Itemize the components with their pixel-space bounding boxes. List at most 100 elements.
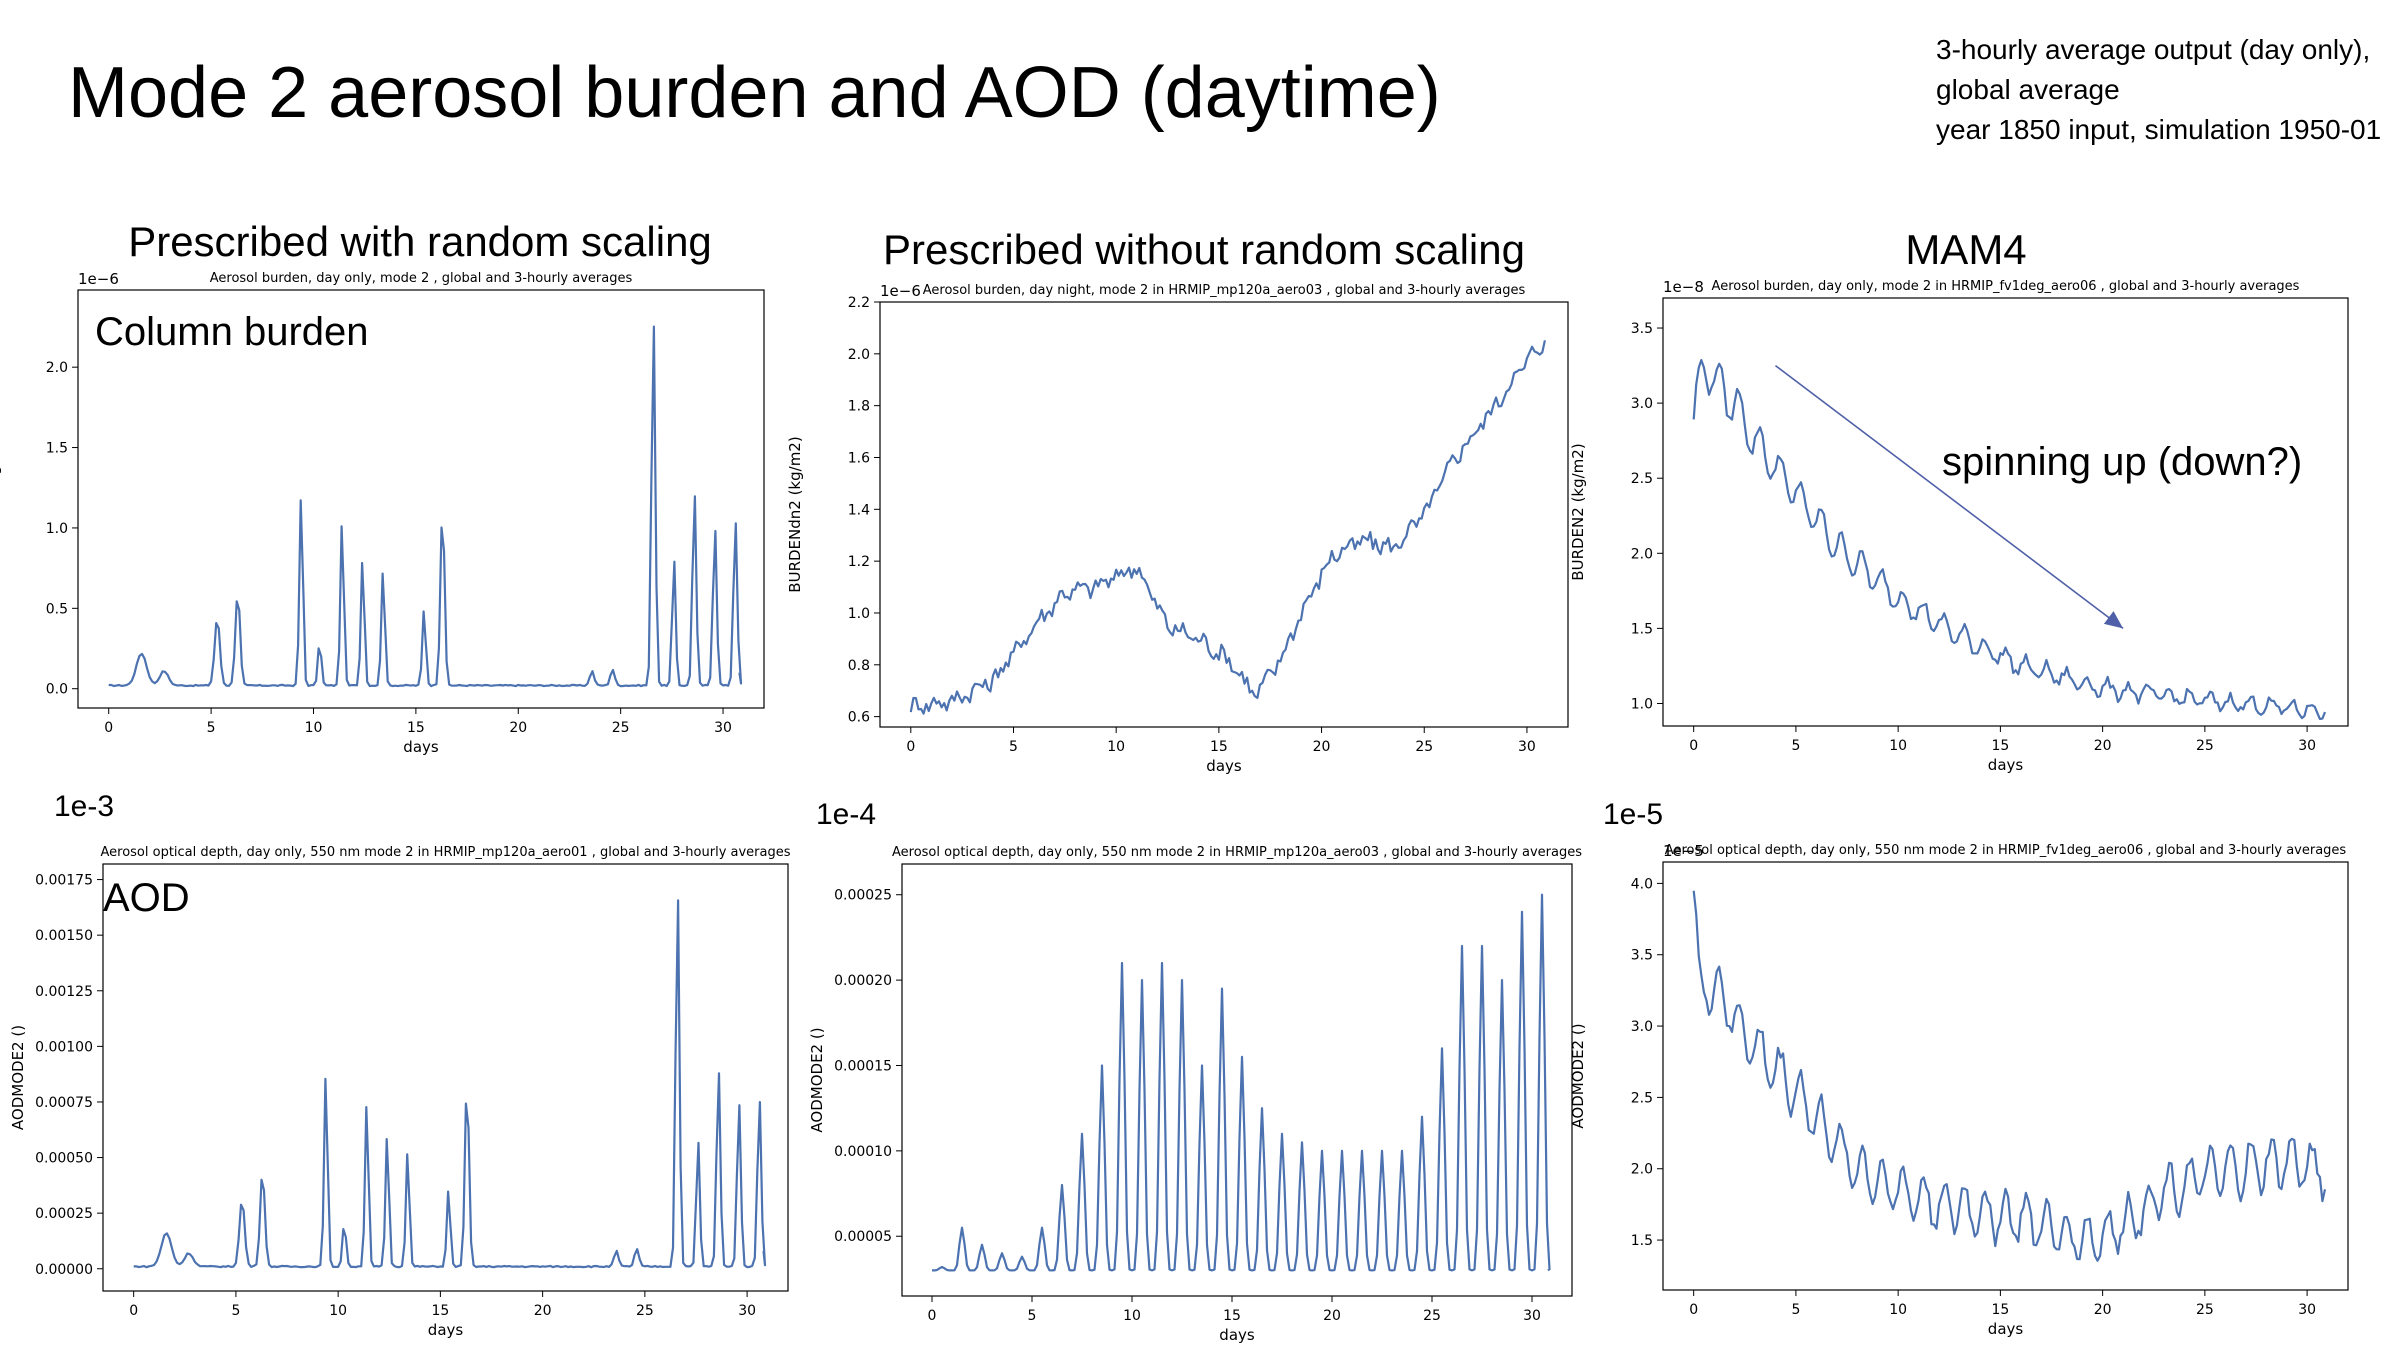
column-header-mam4: MAM4: [1905, 226, 2027, 273]
chart-title: Aerosol optical depth, day only, 550 nm …: [100, 845, 790, 860]
y-tick-label: 2.0: [1631, 1162, 1653, 1178]
y-tick-label: 1.6: [848, 450, 870, 466]
x-tick-label: 15: [1210, 739, 1228, 755]
y-tick-label: 3.0: [1631, 1019, 1653, 1035]
x-tick-label: 30: [2298, 738, 2316, 754]
x-tick-label: 30: [1523, 1308, 1541, 1324]
arrow-annotation-label: spinning up (down?): [1942, 440, 2303, 484]
y-tick-label: 0.00150: [35, 928, 93, 944]
x-tick-label: 0: [906, 739, 915, 755]
x-tick-label: 25: [636, 1303, 654, 1319]
y-tick-label: 1.8: [848, 399, 870, 415]
x-tick-label: 10: [1889, 738, 1907, 754]
y-tick-label: 1.5: [1631, 621, 1653, 637]
x-tick-label: 0: [129, 1303, 138, 1319]
x-tick-label: 0: [1689, 738, 1698, 754]
y-tick-label: 0.00050: [35, 1151, 93, 1167]
y-tick-label: 0.8: [848, 658, 870, 674]
x-axis-label: days: [403, 738, 439, 756]
x-tick-label: 10: [329, 1303, 347, 1319]
row-label-aod: AOD: [103, 876, 190, 920]
y-tick-label: 2.2: [848, 295, 870, 311]
y-tick-label: 0.0: [46, 682, 68, 698]
x-tick-label: 25: [1415, 739, 1433, 755]
x-tick-label: 10: [1107, 739, 1125, 755]
x-tick-label: 15: [1991, 738, 2009, 754]
y-tick-label: 0.6: [848, 710, 870, 726]
y-axis-label: AODMODE2 (): [1569, 1023, 1587, 1128]
y-tick-label: 1.0: [46, 521, 68, 537]
y-tick-label: 0.00125: [35, 984, 93, 1000]
x-tick-label: 5: [1791, 738, 1800, 754]
y-tick-label: 0.00000: [35, 1262, 93, 1278]
plot-frame: [1662, 861, 2349, 1291]
x-tick-label: 25: [1423, 1308, 1441, 1324]
scale-label-aod-no-random: 1e-4: [816, 798, 877, 831]
x-tick-label: 15: [407, 720, 425, 736]
chart-aod-random: Aerosol optical depth, day only, 550 nm …: [9, 845, 791, 1339]
x-tick-label: 30: [1518, 739, 1536, 755]
plot-frame: [1662, 297, 2349, 727]
x-tick-label: 30: [2298, 1302, 2316, 1318]
plot-frame: [879, 301, 1569, 728]
x-tick-label: 15: [1223, 1308, 1241, 1324]
column-header-random-scaling: Prescribed with random scaling: [128, 218, 712, 265]
x-axis-label: days: [1988, 1320, 2024, 1338]
chart-aod-mam4: Aerosol optical depth, day only, 550 nm …: [1569, 842, 2349, 1338]
x-tick-label: 10: [1889, 1302, 1907, 1318]
y-tick-label: 2.5: [1631, 1090, 1653, 1106]
x-tick-label: 20: [534, 1303, 552, 1319]
y-axis-label: BURDEN2 (kg/m2): [0, 430, 2, 567]
x-tick-label: 25: [2196, 1302, 2214, 1318]
y-tick-label: 2.0: [46, 360, 68, 376]
x-tick-label: 30: [714, 720, 732, 736]
series-line: [108, 325, 743, 688]
plot-frame: [901, 863, 1573, 1297]
axis-offset-label: 1e−6: [78, 270, 119, 288]
y-axis-label: AODMODE2 (): [9, 1025, 27, 1130]
x-tick-label: 5: [1028, 1308, 1037, 1324]
y-tick-label: 0.00100: [35, 1039, 93, 1055]
x-tick-label: 5: [1791, 1302, 1800, 1318]
note-line-2: global average: [1936, 74, 2120, 105]
y-tick-label: 1.0: [848, 606, 870, 622]
trend-arrow-head: [2103, 611, 2124, 629]
plot-frame: [102, 863, 789, 1292]
axis-offset-label: 1e−5: [1663, 842, 1704, 860]
series-line: [909, 340, 1546, 715]
x-tick-label: 20: [1323, 1308, 1341, 1324]
column-header-no-random-scaling: Prescribed without random scaling: [883, 226, 1525, 273]
x-tick-label: 0: [104, 720, 113, 736]
x-tick-label: 20: [1313, 739, 1331, 755]
note-line-3: year 1850 input, simulation 1950-01: [1936, 114, 2382, 145]
x-tick-label: 15: [1991, 1302, 2009, 1318]
y-tick-label: 1.2: [848, 554, 870, 570]
y-tick-label: 0.00025: [834, 888, 892, 904]
x-tick-label: 20: [2094, 738, 2112, 754]
x-axis-label: days: [1206, 757, 1242, 775]
slide-title: Mode 2 aerosol burden and AOD (daytime): [68, 53, 1441, 133]
x-tick-label: 25: [612, 720, 630, 736]
y-tick-label: 1.5: [46, 441, 68, 457]
scale-label-aod-mam4: 1e-5: [1603, 798, 1664, 831]
x-tick-label: 20: [509, 720, 527, 736]
y-tick-label: 1.4: [848, 502, 870, 518]
y-tick-label: 0.00015: [834, 1058, 892, 1074]
x-tick-label: 5: [1009, 739, 1018, 755]
y-tick-label: 4.0: [1631, 876, 1653, 892]
y-axis-label: AODMODE2 (): [808, 1027, 826, 1132]
note-line-1: 3-hourly average output (day only),: [1936, 34, 2371, 65]
x-tick-label: 15: [431, 1303, 449, 1319]
y-axis-label: BURDENdn2 (kg/m2): [786, 436, 804, 592]
y-tick-label: 3.5: [1631, 321, 1653, 337]
chart-title: Aerosol optical depth, day only, 550 nm …: [1665, 843, 2347, 858]
x-tick-label: 10: [305, 720, 323, 736]
y-tick-label: 2.0: [848, 347, 870, 363]
simulation-note: 3-hourly average output (day only), glob…: [1936, 30, 2381, 150]
y-axis-label: BURDEN2 (kg/m2): [1569, 443, 1587, 580]
series-line: [1692, 890, 2327, 1262]
x-tick-label: 0: [1689, 1302, 1698, 1318]
y-tick-label: 0.00025: [35, 1206, 93, 1222]
x-tick-label: 0: [928, 1308, 937, 1324]
